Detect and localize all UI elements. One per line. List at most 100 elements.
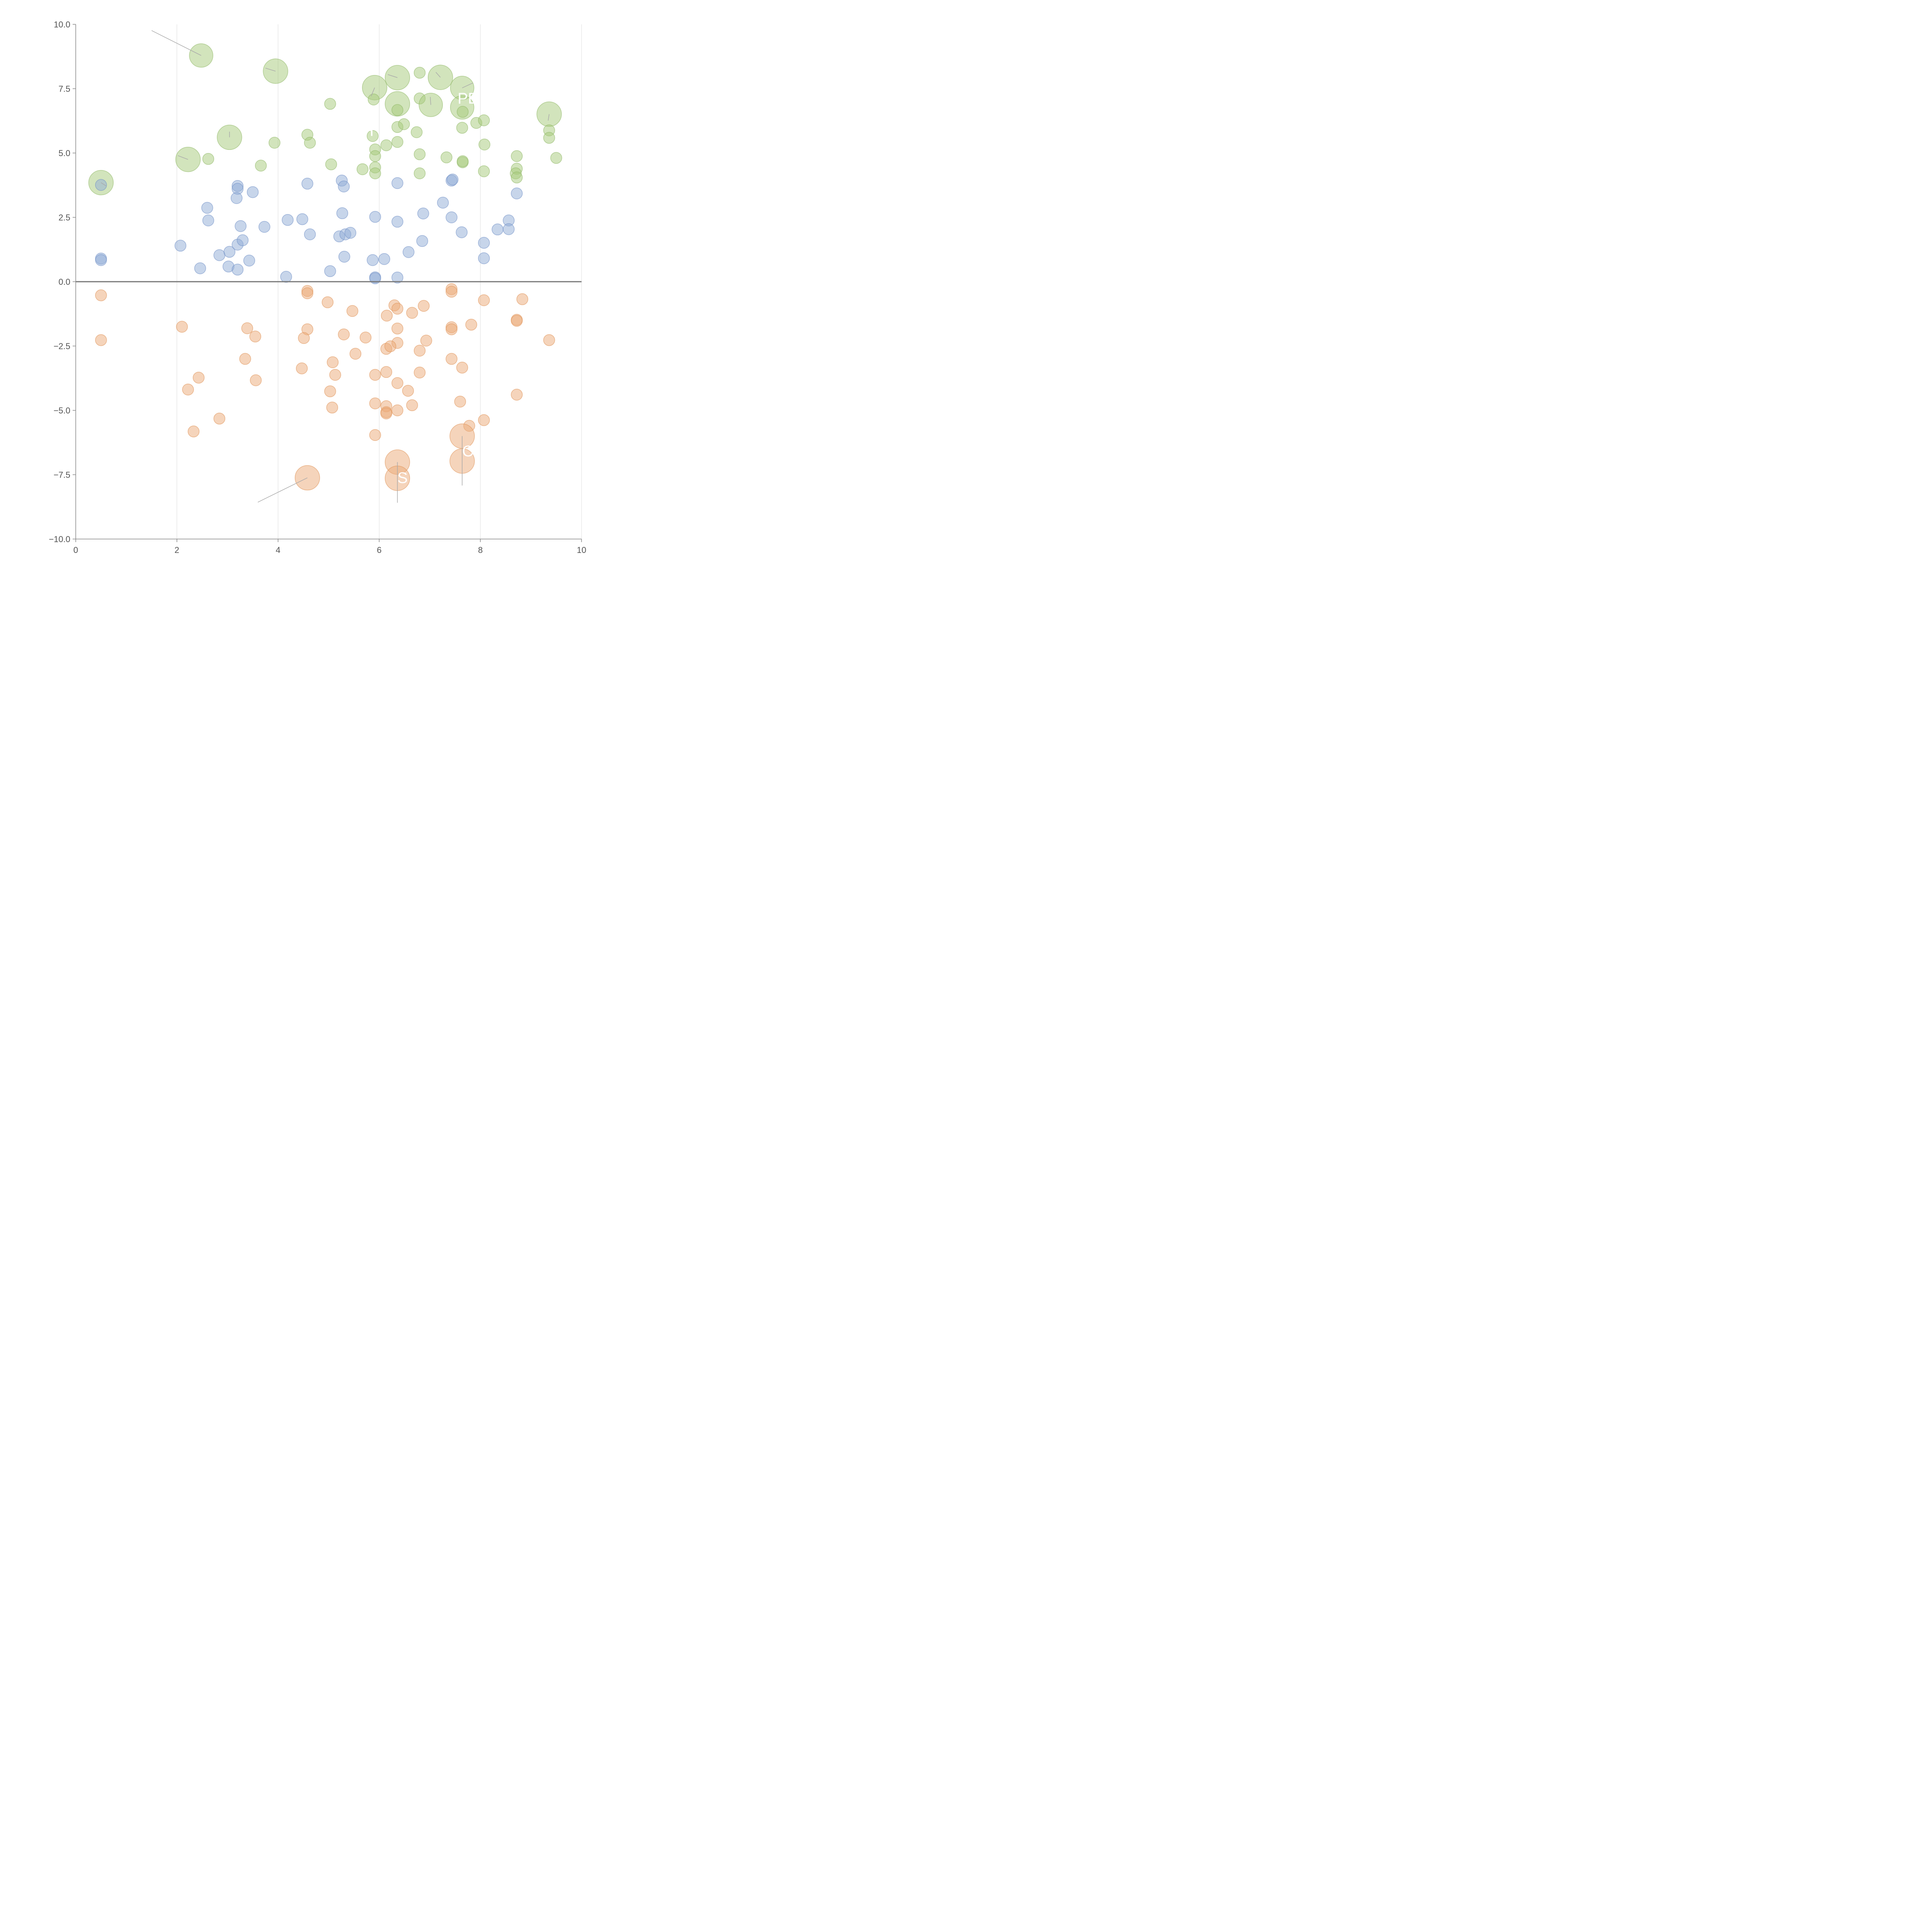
y-tick-label: −7.5 <box>54 470 70 480</box>
annotation-label: PE <box>457 90 478 107</box>
point-orange-35 <box>239 353 251 365</box>
point-blue-34 <box>223 246 236 258</box>
y-tick-label: 5.0 <box>58 148 70 158</box>
y-tick-label: 10.0 <box>54 20 70 29</box>
point-green-7 <box>367 94 380 105</box>
point-green-1 <box>263 58 288 84</box>
point-orange-19 <box>298 332 310 344</box>
leader-line-3 <box>435 72 441 78</box>
point-orange-28 <box>543 334 555 346</box>
point-orange-50 <box>511 389 523 401</box>
point-blue-31 <box>503 223 515 235</box>
leader-line-9 <box>178 155 188 160</box>
point-orange-15 <box>176 321 188 333</box>
point-orange-0 <box>95 289 107 301</box>
chart-root: 10.0 7.5 5.0 2.5 0.0 −2.5 −5.0 −7.5 −10.0 0 2 4 6 8 10… <box>0 0 603 603</box>
point-orange-32 <box>413 345 426 357</box>
point-blue-46 <box>403 246 415 258</box>
point-green-40 <box>511 150 523 162</box>
point-green-31 <box>478 138 490 151</box>
point-green-41 <box>550 152 562 164</box>
point-blue-0 <box>95 179 107 191</box>
point-blue-17 <box>296 213 308 225</box>
point-green-44 <box>356 163 369 175</box>
leader-line-4 <box>462 83 473 88</box>
point-blue-28 <box>344 227 357 239</box>
point-orange-46 <box>250 374 262 386</box>
point-orange-44 <box>192 372 205 384</box>
leader-line-7 <box>548 114 549 121</box>
point-green-20 <box>456 122 468 134</box>
point-orange-11 <box>391 303 403 315</box>
y-tick-label: −5.0 <box>54 406 70 415</box>
x-tick-label: 2 <box>175 545 179 555</box>
point-green-45 <box>413 167 426 179</box>
point-orange-51 <box>369 397 381 410</box>
leader-layer <box>101 30 549 503</box>
point-blue-36 <box>236 234 249 247</box>
annotation-label: O <box>462 443 474 460</box>
point-green-8 <box>384 91 410 117</box>
point-blue-13 <box>202 214 214 226</box>
point-orange-40 <box>380 366 392 378</box>
x-tick-label: 4 <box>276 545 280 555</box>
point-blue-44 <box>367 254 379 266</box>
point-green-48 <box>478 165 490 177</box>
leader-line-0 <box>151 30 201 56</box>
point-orange-33 <box>420 335 432 347</box>
point-blue-40 <box>194 262 206 274</box>
point-green-43 <box>369 167 381 179</box>
point-orange-48 <box>391 377 403 389</box>
point-blue-29 <box>456 226 468 238</box>
point-green-16 <box>217 124 242 150</box>
point-orange-61 <box>369 429 381 441</box>
point-blue-37 <box>243 255 255 267</box>
point-blue-48 <box>478 237 490 249</box>
y-tick-label: 2.5 <box>58 213 70 223</box>
leader-line-1 <box>265 68 276 71</box>
point-blue-49 <box>478 252 490 264</box>
point-orange-57 <box>454 396 466 408</box>
point-blue-39 <box>231 264 244 276</box>
point-blue-12 <box>201 202 213 214</box>
point-green-34 <box>325 158 337 170</box>
point-orange-54 <box>380 407 392 420</box>
point-orange-36 <box>296 362 308 374</box>
point-green-38 <box>413 148 426 160</box>
point-orange-24 <box>446 323 457 335</box>
point-orange-25 <box>465 318 477 331</box>
point-green-47 <box>457 155 469 167</box>
point-green-25 <box>367 130 379 142</box>
leader-line-5 <box>371 87 375 97</box>
annotation-label: S <box>398 469 408 486</box>
point-blue-42 <box>95 254 107 266</box>
point-green-24 <box>543 132 555 144</box>
point-green-22 <box>478 114 490 126</box>
point-orange-39 <box>369 369 381 381</box>
point-blue-11 <box>511 187 523 199</box>
point-green-3 <box>413 66 426 79</box>
point-green-4 <box>428 65 453 90</box>
point-blue-20 <box>391 216 403 228</box>
point-orange-34 <box>349 348 362 360</box>
point-blue-4 <box>247 186 259 198</box>
point-blue-10 <box>446 173 459 185</box>
point-orange-43 <box>456 362 468 374</box>
leader-line-11 <box>257 477 308 503</box>
x-tick-label: 10 <box>577 545 586 555</box>
point-orange-59 <box>213 413 226 425</box>
axes-layer: 10.0 7.5 5.0 2.5 0.0 −2.5 −5.0 −7.5 −10.00 2 4 6 8 10 <box>49 20 586 555</box>
point-orange-27 <box>511 315 523 327</box>
point-green-29 <box>380 139 392 151</box>
point-blue-30 <box>492 223 503 236</box>
point-orange-3 <box>301 287 313 299</box>
point-blue-47 <box>416 235 428 247</box>
point-orange-6 <box>446 286 457 298</box>
point-blue-5 <box>301 178 313 190</box>
point-blue-8 <box>391 177 403 189</box>
y-tick-label: −2.5 <box>54 342 70 351</box>
point-orange-38 <box>329 369 341 381</box>
point-blue-16 <box>282 214 294 226</box>
point-blue-15 <box>259 221 270 233</box>
point-blue-21 <box>417 207 429 219</box>
